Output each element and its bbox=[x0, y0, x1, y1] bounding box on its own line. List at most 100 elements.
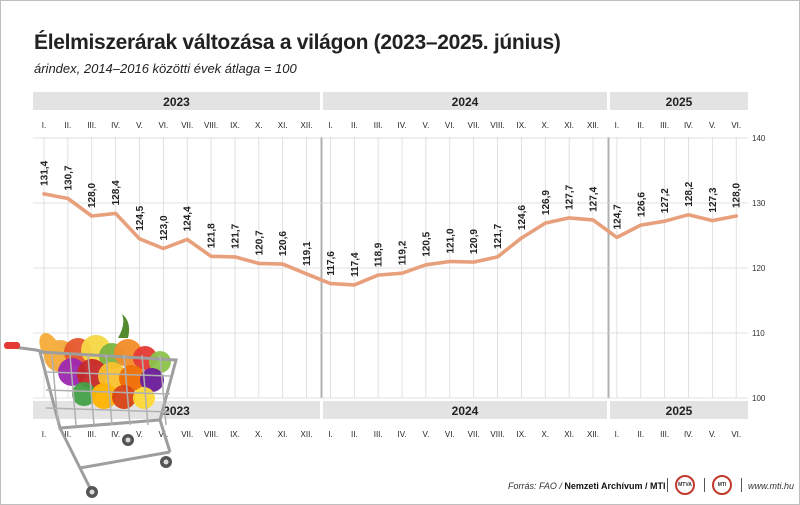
year-band-top-2024 bbox=[323, 92, 607, 110]
divider bbox=[704, 478, 705, 492]
data-label: 121,7 bbox=[231, 223, 242, 248]
year-label-bottom: 2023 bbox=[163, 404, 190, 418]
month-label-bottom: XII. bbox=[301, 430, 313, 439]
year-band-bottom-2025 bbox=[610, 401, 748, 419]
month-label-bottom: XII. bbox=[587, 430, 599, 439]
month-label-top: IX. bbox=[230, 121, 240, 130]
month-label-bottom: IX. bbox=[517, 430, 527, 439]
data-label: 124,7 bbox=[612, 204, 623, 229]
cart-wire bbox=[123, 354, 131, 426]
data-label: 119,1 bbox=[302, 241, 313, 266]
month-label-bottom: XI. bbox=[564, 430, 574, 439]
month-label-bottom: IV. bbox=[111, 430, 120, 439]
data-label: 123,0 bbox=[159, 215, 170, 240]
month-label-top: VII. bbox=[468, 121, 480, 130]
chart-title: Élelmiszerárak változása a világon (2023… bbox=[34, 31, 561, 54]
mtva-logo: MTVA bbox=[675, 475, 695, 495]
data-label: 121,8 bbox=[207, 223, 218, 248]
data-label: 121,7 bbox=[493, 223, 504, 248]
cart-wire bbox=[69, 354, 77, 426]
data-label: 118,9 bbox=[374, 242, 385, 267]
month-label-top: VI. bbox=[731, 121, 741, 130]
data-label: 127,2 bbox=[660, 188, 671, 213]
cart-handle-grip bbox=[4, 342, 20, 349]
month-label-bottom: III. bbox=[87, 430, 96, 439]
cart-wire bbox=[87, 354, 95, 426]
data-label: 128,4 bbox=[111, 180, 122, 205]
month-label-bottom: III. bbox=[660, 430, 669, 439]
month-label-top: VI. bbox=[158, 121, 168, 130]
year-label-top: 2024 bbox=[452, 95, 479, 109]
month-label-bottom: I. bbox=[328, 430, 332, 439]
cart-frame bbox=[58, 427, 171, 489]
data-label: 124,4 bbox=[183, 206, 194, 231]
cart-wire bbox=[45, 407, 171, 413]
month-label-bottom: VI. bbox=[445, 430, 455, 439]
data-label: 128,0 bbox=[87, 183, 98, 208]
month-label-bottom: II. bbox=[637, 430, 644, 439]
cart-wheel-hub bbox=[163, 459, 169, 465]
data-label: 117,6 bbox=[326, 251, 337, 276]
month-label-top: II. bbox=[637, 121, 644, 130]
year-label-top: 2023 bbox=[163, 95, 190, 109]
month-label-top: XI. bbox=[278, 121, 288, 130]
year-band-top-2025 bbox=[610, 92, 748, 110]
y-tick-label: 120 bbox=[752, 264, 766, 273]
month-label-top: IV. bbox=[111, 121, 120, 130]
month-label-bottom: VI. bbox=[731, 430, 741, 439]
y-tick-label: 140 bbox=[752, 134, 766, 143]
source-org: Nemzeti Archívum / MTI bbox=[564, 481, 666, 491]
month-label-bottom: VII. bbox=[468, 430, 480, 439]
month-label-top: XI. bbox=[564, 121, 574, 130]
month-label-top: VIII. bbox=[204, 121, 218, 130]
data-label: 127,7 bbox=[565, 184, 576, 209]
month-label-top: III. bbox=[87, 121, 96, 130]
month-label-top: IV. bbox=[684, 121, 693, 130]
produce-item bbox=[39, 333, 61, 363]
month-label-bottom: VIII. bbox=[490, 430, 504, 439]
month-label-top: VI. bbox=[445, 121, 455, 130]
month-label-top: IX. bbox=[517, 121, 527, 130]
month-label-top: XII. bbox=[301, 121, 313, 130]
month-label-bottom: IX. bbox=[230, 430, 240, 439]
data-label: 128,0 bbox=[732, 183, 743, 208]
month-label-top: X. bbox=[255, 121, 263, 130]
month-label-top: IV. bbox=[398, 121, 407, 130]
mti-logo: MTI bbox=[712, 475, 732, 495]
produce-item bbox=[112, 385, 136, 409]
data-label: 124,6 bbox=[517, 205, 528, 230]
month-label-bottom: V. bbox=[136, 430, 143, 439]
month-label-top: I. bbox=[615, 121, 619, 130]
month-label-bottom: I. bbox=[42, 430, 46, 439]
divider bbox=[667, 478, 668, 492]
cart-wheel-hub bbox=[125, 437, 131, 443]
month-label-top: I. bbox=[328, 121, 332, 130]
month-label-top: V. bbox=[136, 121, 143, 130]
cart-wire bbox=[45, 389, 171, 395]
data-label: 117,4 bbox=[350, 252, 361, 277]
month-label-top: V. bbox=[709, 121, 716, 130]
source-credit: Forrás: FAO / Nemzeti Archívum / MTI bbox=[508, 481, 666, 491]
data-label: 120,5 bbox=[421, 231, 432, 256]
month-label-bottom: III. bbox=[374, 430, 383, 439]
month-label-bottom: IV. bbox=[684, 430, 693, 439]
cart-frame bbox=[158, 419, 172, 453]
data-label: 120,9 bbox=[469, 229, 480, 254]
data-label: 128,2 bbox=[684, 181, 695, 206]
produce-item bbox=[98, 362, 126, 390]
month-label-bottom: V. bbox=[709, 430, 716, 439]
month-label-bottom: VIII. bbox=[204, 430, 218, 439]
month-label-bottom: VII. bbox=[181, 430, 193, 439]
produce-item bbox=[140, 368, 164, 392]
year-label-bottom: 2025 bbox=[666, 404, 693, 418]
month-label-top: XII. bbox=[587, 121, 599, 130]
month-label-bottom: X. bbox=[541, 430, 549, 439]
month-label-bottom: I. bbox=[615, 430, 619, 439]
divider bbox=[741, 478, 742, 492]
produce-item bbox=[72, 382, 96, 406]
month-label-top: III. bbox=[374, 121, 383, 130]
year-band-top-2023 bbox=[33, 92, 320, 110]
month-label-bottom: X. bbox=[255, 430, 263, 439]
produce-item bbox=[118, 314, 130, 338]
data-label: 126,6 bbox=[636, 192, 647, 217]
